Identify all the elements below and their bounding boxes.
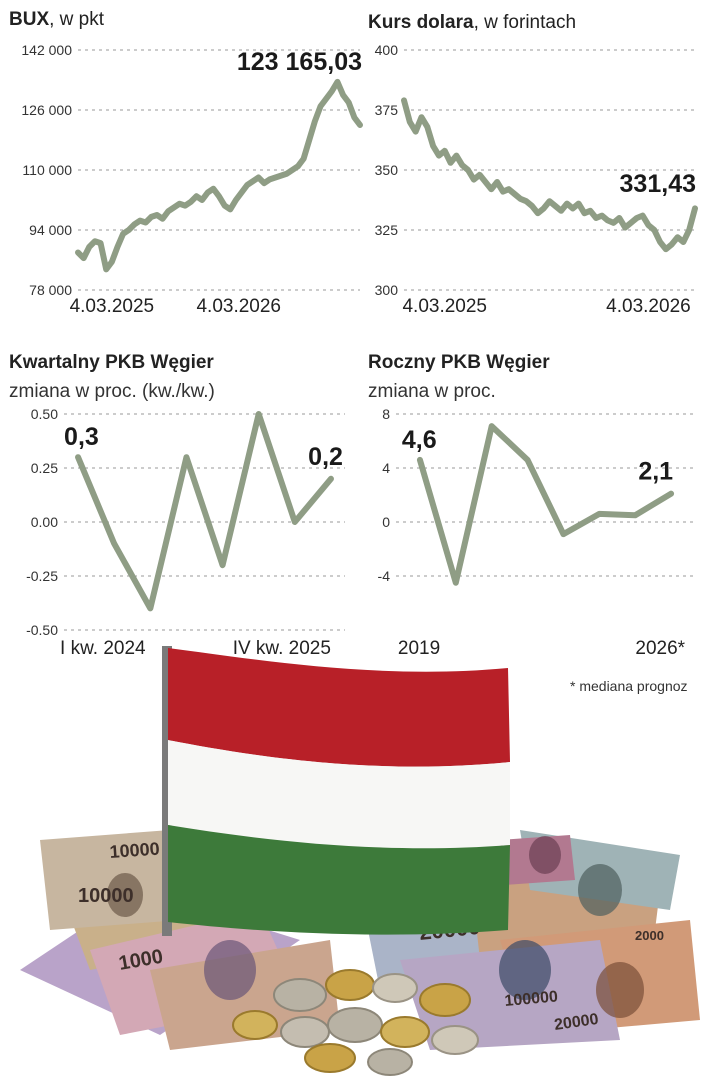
series-line xyxy=(401,97,698,253)
y-tick-label: 110 000 xyxy=(22,162,72,178)
y-tick-label: -0.50 xyxy=(26,622,58,638)
y-tick-label: 94 000 xyxy=(29,222,72,238)
y-tick-label: 126 000 xyxy=(21,102,72,118)
x-tick-label: 2019 xyxy=(398,638,440,659)
banknote-label: 10000 xyxy=(78,885,134,907)
y-tick-label: 0.50 xyxy=(31,406,58,422)
x-tick-label: I kw. 2024 xyxy=(60,638,146,659)
usd-chart: 300 325 350 375 400 4.03.2025 4.03.2026 331,43 xyxy=(375,42,698,317)
last-value-label: 331,43 xyxy=(620,170,696,198)
gdp-q-subtitle: zmiana w proc. (kw./kw.) xyxy=(9,381,215,402)
x-tick-label: 4.03.2025 xyxy=(402,296,487,317)
gdp-y-subtitle: zmiana w proc. xyxy=(368,381,496,402)
gdp-q-chart: -0.50 -0.25 0.00 0.25 0.50 I kw. 2024 IV kw. 2… xyxy=(26,406,345,659)
x-tick-label: 4.03.2025 xyxy=(70,296,155,317)
y-tick-label: 8 xyxy=(382,406,390,422)
hungarian-flag-banknotes-illustration: 10000 10000 20000 100000 20000 2000 1000 xyxy=(20,646,700,1076)
coins xyxy=(232,969,479,1076)
series-line xyxy=(75,78,363,273)
x-tick-label: 4.03.2026 xyxy=(196,296,281,317)
y-tick-label: 300 xyxy=(375,282,399,298)
footnote: * mediana prognoz xyxy=(570,678,688,694)
y-tick-label: 78 000 xyxy=(29,282,72,298)
y-tick-label: 0 xyxy=(382,514,390,530)
gdp-y-title: Roczny PKB Węgier xyxy=(368,352,550,373)
x-tick-label: 2026* xyxy=(635,638,685,659)
y-tick-label: 0.25 xyxy=(31,460,58,476)
last-value-label: 0,2 xyxy=(308,443,343,471)
banknote-label: 10000 xyxy=(109,839,160,862)
y-tick-label: 142 000 xyxy=(21,42,72,58)
first-value-label: 4,6 xyxy=(402,426,437,454)
y-tick-label: 400 xyxy=(375,42,399,58)
y-tick-label: -4 xyxy=(378,568,391,584)
banknote-label: 2000 xyxy=(635,928,664,943)
last-value-label: 123 165,03 xyxy=(237,48,362,76)
gdp-y-chart: -4 0 4 8 2019 2026* 4,6 2,1 xyxy=(378,406,695,659)
y-tick-label: 4 xyxy=(382,460,390,476)
usd-title: Kurs dolara, w forintach xyxy=(368,12,577,33)
gdp-q-title: Kwartalny PKB Węgier xyxy=(9,352,214,373)
hungarian-flag xyxy=(162,646,510,936)
bux-title: BUX, w pkt xyxy=(9,9,105,30)
x-tick-label: IV kw. 2025 xyxy=(233,638,331,659)
y-tick-label: 325 xyxy=(375,222,399,238)
y-tick-label: 350 xyxy=(375,162,399,178)
banknote-label: 100000 xyxy=(504,988,559,1010)
banknote-pile: 10000 10000 20000 100000 20000 2000 1000 xyxy=(20,830,700,1050)
y-tick-label: -0.25 xyxy=(26,568,58,584)
y-tick-label: 0.00 xyxy=(31,514,58,530)
last-value-label: 2,1 xyxy=(638,458,673,486)
bux-chart: 78 000 94 000 110 000 126 000 142 000 4.03.20… xyxy=(21,42,363,317)
series-line xyxy=(416,423,675,586)
series-line xyxy=(75,411,334,612)
y-tick-label: 375 xyxy=(375,102,399,118)
x-tick-label: 4.03.2026 xyxy=(606,296,691,317)
first-value-label: 0,3 xyxy=(64,423,99,451)
banknote-label: 20000 xyxy=(553,1011,600,1034)
